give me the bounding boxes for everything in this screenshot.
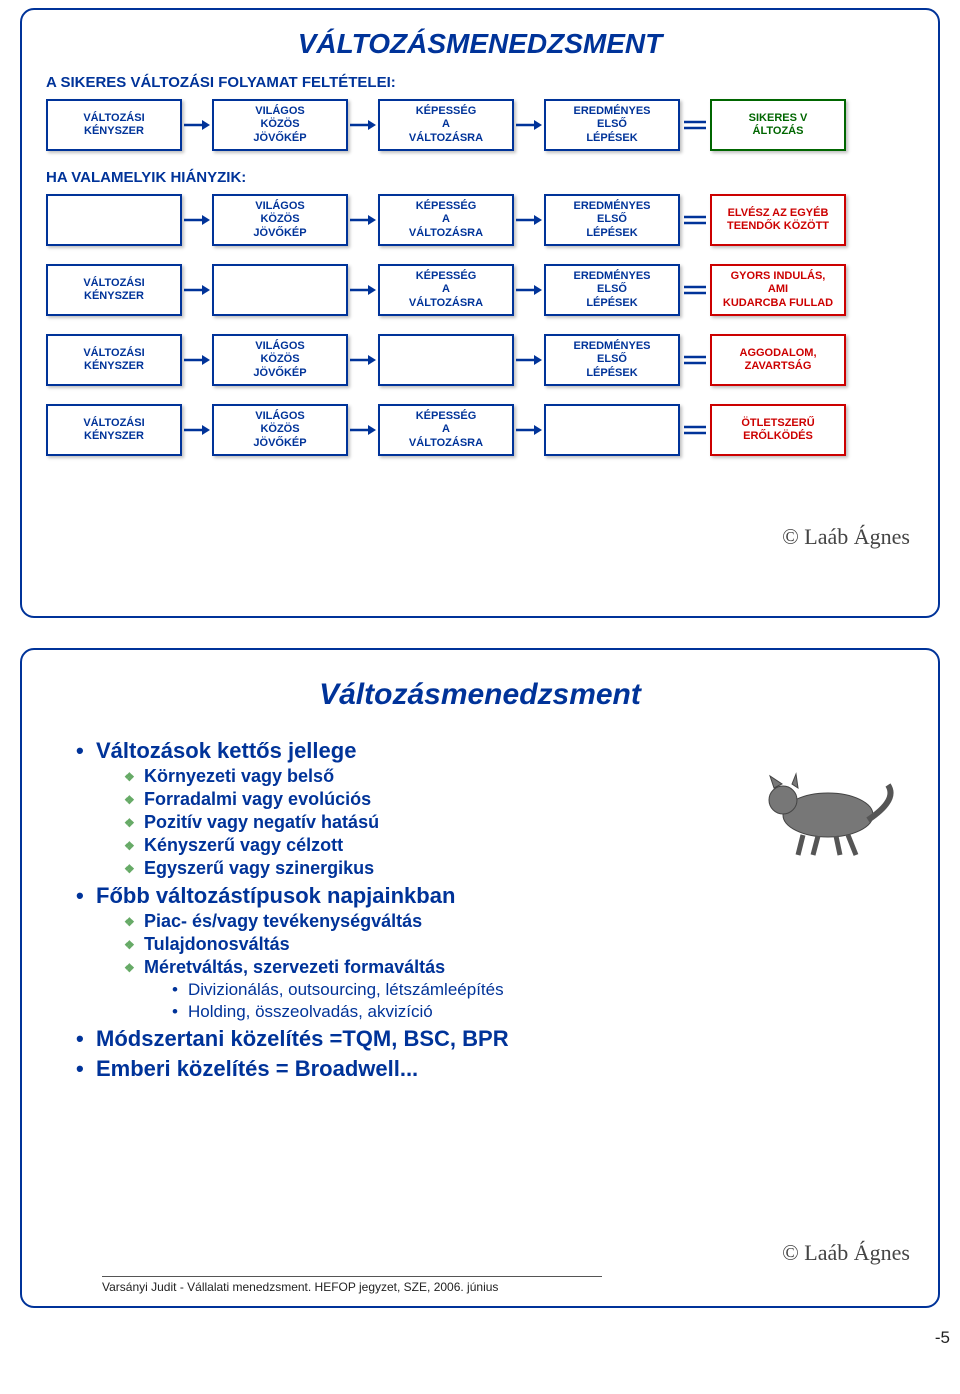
box-first-steps: EREDMÉNYES ELSŐ LÉPÉSEK [544, 99, 680, 151]
box-result-fast-fail: GYORS INDULÁS, AMI KUDARCBA FULLAD [710, 264, 846, 316]
box-skill: KÉPESSÉG A VÁLTOZÁSRA [378, 404, 514, 456]
box-empty [544, 404, 680, 456]
box-skill: KÉPESSÉG A VÁLTOZÁSRA [378, 264, 514, 316]
flow-row-missing-vision: VÁLTOZÁSI KÉNYSZER KÉPESSÉG A VÁLTOZÁSRA… [46, 264, 914, 316]
box-skill: KÉPESSÉG A VÁLTOZÁSRA [378, 194, 514, 246]
bullet-method-approach: Módszertani közelítés =TQM, BSC, BPR [76, 1026, 914, 1052]
signature: © Laáb Ágnes [782, 1240, 910, 1266]
sub-env-internal: Környezeti vagy belső [124, 766, 914, 787]
bullet-dual-nature: Változások kettős jellege Környezeti vag… [76, 738, 914, 879]
box-result-lost: ELVÉSZ AZ EGYÉB TEENDŐK KÖZÖTT [710, 194, 846, 246]
sub-forced-targeted: Kényszerű vagy célzott [124, 835, 914, 856]
footer-text: Varsányi Judit - Vállalati menedzsment. … [102, 1280, 498, 1294]
sub-size-form: Méretváltás, szervezeti formaváltás Divi… [124, 957, 914, 1022]
sub-revolutionary: Forradalmi vagy evolúciós [124, 789, 914, 810]
slide2-title: Változásmenedzsment [46, 678, 914, 712]
box-vision: VILÁGOS KÖZÖS JÖVŐKÉP [212, 404, 348, 456]
box-result-anxiety: AGGODALOM, ZAVARTSÁG [710, 334, 846, 386]
box-empty [378, 334, 514, 386]
box-vision: VILÁGOS KÖZÖS JÖVŐKÉP [212, 194, 348, 246]
slide1-title: VÁLTOZÁSMENEDZSMENT [46, 28, 914, 60]
bullet-human-approach: Emberi közelítés = Broadwell... [76, 1056, 914, 1082]
subsub-division: Divizionálás, outsourcing, létszámleépít… [172, 980, 914, 1000]
box-first-steps: EREDMÉNYES ELSŐ LÉPÉSEK [544, 194, 680, 246]
flow-row-missing-steps: VÁLTOZÁSI KÉNYSZER VILÁGOS KÖZÖS JÖVŐKÉP… [46, 404, 914, 456]
section-conditions: A SIKERES VÁLTOZÁSI FOLYAMAT FELTÉTELEI: [46, 74, 914, 91]
bullet-main-types: Főbb változástípusok napjainkban Piac- é… [76, 883, 914, 1022]
box-pressure: VÁLTOZÁSI KÉNYSZER [46, 264, 182, 316]
page-number: -5 [10, 1328, 950, 1348]
flow-row-success: VÁLTOZÁSI KÉNYSZER VILÁGOS KÖZÖS JÖVŐKÉP… [46, 99, 914, 151]
box-result-random: ÖTLETSZERŰ ERŐLKÖDÉS [710, 404, 846, 456]
box-result-success: SIKERES V ÁLTOZÁS [710, 99, 846, 151]
box-empty [212, 264, 348, 316]
section-missing: HA VALAMELYIK HIÁNYZIK: [46, 169, 914, 186]
slide-footer: Varsányi Judit - Vállalati menedzsment. … [102, 1276, 602, 1294]
flow-row-missing-skill: VÁLTOZÁSI KÉNYSZER VILÁGOS KÖZÖS JÖVŐKÉP… [46, 334, 914, 386]
box-first-steps: EREDMÉNYES ELSŐ LÉPÉSEK [544, 334, 680, 386]
box-pressure: VÁLTOZÁSI KÉNYSZER [46, 99, 182, 151]
sub-market-activity: Piac- és/vagy tevékenységváltás [124, 911, 914, 932]
box-pressure: VÁLTOZÁSI KÉNYSZER [46, 404, 182, 456]
slide-change-management-types: Változásmenedzsment Változások kettős je… [20, 648, 940, 1308]
arrow-icon [182, 117, 212, 133]
box-vision: VILÁGOS KÖZÖS JÖVŐKÉP [212, 334, 348, 386]
box-pressure: VÁLTOZÁSI KÉNYSZER [46, 334, 182, 386]
sub-simple-synergic: Egyszerű vagy szinergikus [124, 858, 914, 879]
signature: © Laáb Ágnes [782, 524, 910, 550]
box-empty [46, 194, 182, 246]
subsub-holding: Holding, összeolvadás, akvizíció [172, 1002, 914, 1022]
slide-change-management-conditions: VÁLTOZÁSMENEDZSMENT A SIKERES VÁLTOZÁSI … [20, 8, 940, 618]
flow-row-missing-pressure: VILÁGOS KÖZÖS JÖVŐKÉP KÉPESSÉG A VÁLTOZÁ… [46, 194, 914, 246]
box-skill: KÉPESSÉG A VÁLTOZÁSRA [378, 99, 514, 151]
equals-icon [680, 118, 710, 132]
arrow-icon [348, 117, 378, 133]
box-first-steps: EREDMÉNYES ELSŐ LÉPÉSEK [544, 264, 680, 316]
sub-positive-negative: Pozitív vagy negatív hatású [124, 812, 914, 833]
arrow-icon [514, 117, 544, 133]
box-vision: VILÁGOS KÖZÖS JÖVŐKÉP [212, 99, 348, 151]
sub-ownership: Tulajdonosváltás [124, 934, 914, 955]
